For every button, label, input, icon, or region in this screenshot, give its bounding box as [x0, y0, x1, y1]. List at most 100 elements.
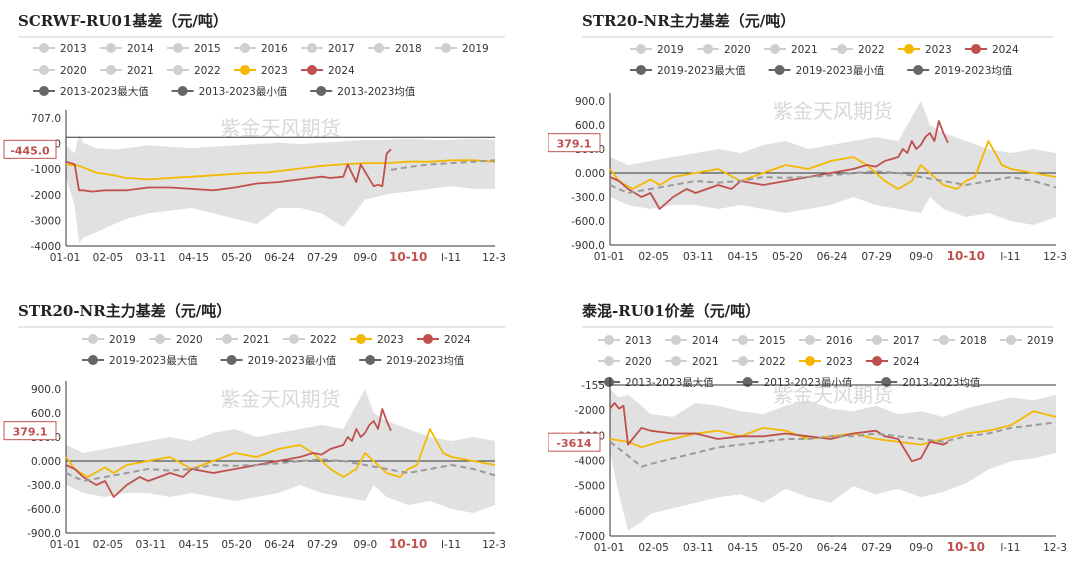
x-tick-label: 03-11 — [136, 539, 167, 551]
x-tick-label: 07-29 — [307, 252, 338, 264]
x-tick-label: 03-11 — [136, 252, 167, 264]
series-line-2024 — [609, 402, 949, 463]
legend-label-2019: 2019 — [657, 44, 684, 56]
legend-label-2013-2023均值: 2013-2023均值 — [337, 85, 416, 98]
y-tick-label: 900.0 — [575, 96, 605, 108]
x-tick-label: 12-3 — [1043, 251, 1067, 263]
legend-marker-2013-2023最小值 — [177, 86, 188, 96]
x-tick-label: 09-0 — [909, 251, 933, 263]
current-value-box — [3, 421, 57, 441]
legend-label-2013: 2013 — [625, 335, 652, 347]
legend-label-2019-2023最大值: 2019-2023最大值 — [109, 354, 198, 367]
x-tick-label: 01-01 — [50, 252, 81, 264]
legend-label-2019-2023均值: 2019-2023均值 — [934, 64, 1013, 77]
legend-label-2021: 2021 — [243, 334, 270, 346]
x-tick-label: 04-15 — [178, 252, 209, 264]
legend-marker-2024 — [872, 356, 882, 366]
range-band-area — [610, 101, 1056, 225]
legend-marker-2018 — [939, 335, 949, 345]
legend-label-2020: 2020 — [625, 356, 652, 368]
legend-marker-2019 — [1006, 335, 1016, 345]
y-tick-label: -2000 — [574, 405, 605, 417]
legend-label-2021: 2021 — [791, 44, 818, 56]
chart-svg-thai-mix-ru01: 泰混-RU01价差（元/吨） 2013 2014 2015 2016 2017 2018 20… — [548, 302, 1067, 554]
legend-marker-2014 — [106, 43, 116, 53]
legend-marker-2017 — [307, 43, 317, 53]
legend-marker-2022 — [173, 65, 183, 75]
y-tick-label: -4000 — [574, 456, 605, 468]
x-tick-label: 01-01 — [50, 539, 81, 551]
legend-marker-2023 — [240, 65, 250, 75]
legend-label-2021: 2021 — [692, 356, 719, 368]
y-tick-label: -155 — [581, 380, 605, 392]
current-value-box — [3, 139, 57, 159]
legend-marker-2020 — [703, 44, 713, 54]
legend-label-2019-2023最小值: 2019-2023最小值 — [248, 354, 337, 367]
series-line-2019-2023均值 — [609, 170, 1057, 194]
current-value-label: 379.1 — [557, 138, 592, 151]
chart-panel-thai-mix-ru01: 泰混-RU01价差（元/吨） 2013 2014 2015 2016 2017 2018 20… — [548, 286, 1078, 561]
y-tick-label: 707.0 — [31, 113, 61, 125]
x-tick-label: 05-20 — [772, 542, 803, 554]
x-tick-label: 06-24 — [817, 542, 848, 554]
legend-marker-2021 — [671, 356, 681, 366]
legend-marker-2013-2023均值 — [316, 86, 327, 96]
legend-marker-2019-2023最小值 — [226, 355, 237, 365]
x-tick-label: 09-0 — [353, 252, 377, 264]
x-tick-label: 02-05 — [93, 252, 124, 264]
legend-marker-2022 — [289, 334, 299, 344]
x-tick-label: 05-20 — [221, 252, 252, 264]
x-tick-label: 03-11 — [683, 251, 714, 263]
legend-marker-2023 — [356, 334, 366, 344]
legend-label-2019: 2019 — [109, 334, 136, 346]
x-tick-label: l-11 — [441, 252, 461, 264]
y-tick-label: -900.0 — [571, 240, 605, 252]
legend-marker-2017 — [872, 335, 882, 345]
legend-label-2019: 2019 — [462, 43, 489, 55]
legend-marker-2019-2023均值 — [365, 355, 376, 365]
x-tick-label: 05-20 — [772, 251, 803, 263]
legend-label-2017: 2017 — [328, 43, 355, 55]
legend-marker-2013 — [39, 43, 49, 53]
chart-panel-scrwf-ru01: SCRWF-RU01基差（元/吨） 2013 2014 2015 2016 2017 201… — [0, 0, 530, 275]
series-line-2013-2023均值 — [609, 421, 1057, 468]
y-tick-label: -600.0 — [571, 216, 605, 228]
current-value-label: -3614 — [556, 437, 592, 450]
legend-label-2022: 2022 — [759, 356, 786, 368]
series-line-2019-2023均值 — [65, 458, 496, 482]
legend-label-2023: 2023 — [925, 44, 952, 56]
x-tick-label: 04-15 — [178, 539, 209, 551]
legend-label-2022: 2022 — [858, 44, 885, 56]
legend-marker-2019 — [636, 44, 646, 54]
legend-marker-2015 — [738, 335, 748, 345]
chart-panel-str20-nr-bottom: STR20-NR主力基差（元/吨） 2019 2020 2021 2022 2023 202… — [0, 286, 530, 561]
chart-title: STR20-NR主力基差（元/吨） — [18, 302, 231, 320]
legend-label-2014: 2014 — [692, 335, 719, 347]
x-tick-label: 06-24 — [264, 539, 295, 551]
x-tick-label: l-11 — [441, 539, 461, 551]
y-tick-label: 600.0 — [31, 408, 61, 420]
legend-marker-2021 — [106, 65, 116, 75]
legend-label-2013-2023均值: 2013-2023均值 — [902, 376, 981, 389]
x-tick-label: 03-11 — [683, 542, 714, 554]
x-tick-label: l-11 — [1000, 251, 1020, 263]
legend-marker-2015 — [173, 43, 183, 53]
legend-label-2020: 2020 — [724, 44, 751, 56]
series-line-2013-2023均值 — [390, 159, 496, 171]
x-tick-label: l-11 — [1000, 542, 1020, 554]
legend-label-2013-2023最大值: 2013-2023最大值 — [60, 85, 149, 98]
legend-label-2017: 2017 — [893, 335, 920, 347]
legend-marker-2021 — [222, 334, 232, 344]
legend-marker-2019-2023最大值 — [88, 355, 98, 365]
legend-marker-2020 — [155, 334, 165, 344]
legend-label-2013-2023最小值: 2013-2023最小值 — [764, 376, 853, 389]
x-tick-label: 12-3 — [482, 539, 506, 551]
legend-label-2023: 2023 — [377, 334, 404, 346]
current-value-label: -445.0 — [10, 144, 50, 157]
legend-marker-2016 — [240, 43, 250, 53]
legend-marker-2019 — [88, 334, 98, 344]
y-tick-label: -900.0 — [27, 528, 61, 540]
legend-label-2015: 2015 — [759, 335, 786, 347]
current-value-label: 379.1 — [13, 426, 48, 439]
legend-marker-2021 — [770, 44, 780, 54]
